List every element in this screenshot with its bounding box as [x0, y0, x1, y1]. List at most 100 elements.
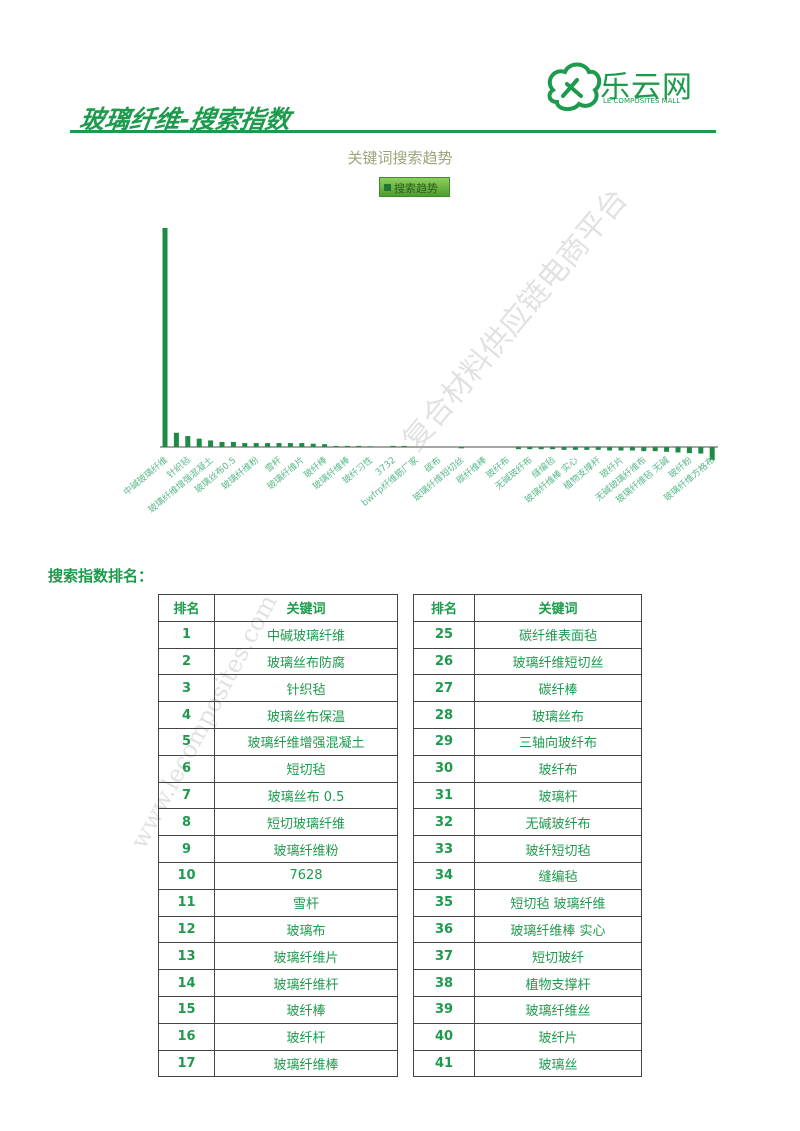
bar: [709, 447, 715, 461]
keyword-cell: 雪杆: [214, 888, 398, 917]
table-row: 30 玻纤布: [413, 754, 642, 783]
keyword-cell: 玻璃纤维短切丝: [474, 647, 642, 676]
keyword-cell: 缝编毡: [474, 861, 642, 890]
bar: [299, 443, 305, 447]
keyword-cell: 短切玻璃纤维: [214, 808, 398, 837]
table-row: 10 7628: [158, 861, 398, 890]
keyword-cell: 玻璃纤维杆: [214, 969, 398, 997]
logo-text: 乐云网: [600, 70, 693, 105]
keyword-cell: 玻璃纤维棒: [214, 1049, 398, 1078]
table-row: 37 短切玻纤: [413, 942, 642, 971]
rank-cell: 37: [413, 942, 475, 971]
keyword-cell: 玻璃丝布防腐: [214, 647, 398, 676]
rank-cell: 30: [413, 754, 475, 783]
keyword-cell: 玻璃丝布: [474, 701, 642, 729]
bar: [607, 447, 613, 451]
rank-cell: 3: [158, 674, 215, 703]
rank-cell: 41: [413, 1049, 475, 1078]
chart-title: 关键词搜索趋势: [347, 149, 453, 167]
rank-cell: 40: [413, 1022, 475, 1051]
keyword-cell: 玻璃杆: [474, 781, 642, 810]
rank-cell: 32: [413, 808, 475, 837]
bar: [698, 447, 704, 454]
header-keyword: 关键词: [474, 594, 642, 622]
rank-cell: 29: [413, 727, 475, 756]
bar: [629, 447, 635, 451]
keyword-cell: 针织毡: [214, 674, 398, 703]
rank-cell: 36: [413, 915, 475, 944]
table-row: 35 短切毡 玻璃纤维: [413, 888, 642, 917]
ranking-heading: 搜索指数排名：: [48, 567, 154, 585]
keyword-cell: 玻璃纤维棒 实心: [474, 915, 642, 944]
bar: [664, 447, 670, 452]
table-row: 34 缝编毡: [413, 861, 642, 890]
bar: [515, 447, 521, 450]
header-rank: 排名: [158, 594, 215, 622]
table-row: 28 玻璃丝布: [413, 701, 642, 729]
logo-subtitle: LE COMPOSITES MALL: [603, 97, 681, 105]
table-row: 8 短切玻璃纤维: [158, 808, 398, 837]
bar: [652, 447, 658, 452]
bar: [527, 447, 533, 450]
bar: [333, 445, 339, 447]
bar: [356, 445, 362, 447]
table-row: 32 无碱玻纤布: [413, 808, 642, 837]
table-row: 39 玻璃纤维丝: [413, 995, 642, 1024]
bar: [185, 436, 191, 447]
keyword-cell: 玻璃丝: [474, 1049, 642, 1078]
rank-cell: 10: [158, 861, 215, 890]
table-row: 9 玻璃纤维粉: [158, 835, 398, 863]
keyword-cell: 短切毡 玻璃纤维: [474, 888, 642, 917]
keyword-cell: 玻璃纤维丝: [474, 995, 642, 1024]
legend-label: 搜索趋势: [394, 182, 438, 195]
rank-cell: 38: [413, 969, 475, 997]
keyword-cell: 玻璃纤维粉: [214, 835, 398, 863]
bar: [401, 445, 407, 447]
table-row: 4 玻璃丝布保温: [158, 701, 398, 729]
bar: [162, 228, 168, 447]
rank-cell: 16: [158, 1022, 215, 1051]
bar: [287, 443, 293, 447]
keyword-cell: 玻纤片: [474, 1022, 642, 1051]
legend-swatch: [384, 184, 391, 191]
header-keyword: 关键词: [214, 594, 398, 622]
bar: [276, 443, 282, 447]
bar: [367, 446, 373, 447]
rank-cell: 1: [158, 620, 215, 649]
bar: [173, 432, 179, 447]
rank-cell: 9: [158, 835, 215, 863]
bar: [458, 447, 464, 449]
keyword-cell: 植物支撑杆: [474, 969, 642, 997]
bar: [390, 445, 396, 447]
keyword-cell: 碳纤棒: [474, 674, 642, 703]
keyword-cell: 7628: [214, 861, 398, 890]
keyword-cell: 玻璃丝布 0.5: [214, 781, 398, 810]
rank-cell: 4: [158, 701, 215, 729]
bar: [322, 444, 328, 447]
table-row: 2 玻璃丝布防腐: [158, 647, 398, 676]
keyword-cell: 中碱玻璃纤维: [214, 620, 398, 649]
table-row: 29 三轴向玻纤布: [413, 727, 642, 756]
rank-cell: 31: [413, 781, 475, 810]
ranking-table-left: 排名 关键词 1 中碱玻璃纤维 2 玻璃丝布防腐 3 针织毡 4 玻璃丝布保温 5 玻璃纤维增强混…: [158, 594, 398, 1078]
keyword-cell: 玻纤短切毡: [474, 835, 642, 863]
keyword-cell: 无碱玻纤布: [474, 808, 642, 837]
table-row: 12 玻璃布: [158, 915, 398, 944]
bar: [208, 440, 214, 447]
table-row: 6 短切毡: [158, 754, 398, 783]
rank-cell: 17: [158, 1049, 215, 1078]
title-divider: [70, 130, 716, 133]
rank-cell: 8: [158, 808, 215, 837]
rank-cell: 15: [158, 995, 215, 1024]
bar: [595, 447, 601, 450]
bar: [550, 447, 556, 450]
header-rank: 排名: [413, 594, 475, 622]
rank-cell: 33: [413, 835, 475, 863]
bar: [265, 443, 271, 447]
table-row: 3 针织毡: [158, 674, 398, 703]
table-row: 31 玻璃杆: [413, 781, 642, 810]
bar: [538, 447, 544, 450]
bar: [196, 438, 202, 447]
bar: [253, 443, 259, 447]
